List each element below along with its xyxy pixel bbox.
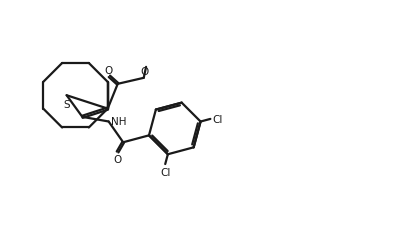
Text: Cl: Cl [160,167,171,177]
Text: Cl: Cl [212,114,223,124]
Text: NH: NH [111,116,126,126]
Text: O: O [140,67,149,77]
Text: S: S [64,100,71,109]
Text: O: O [113,155,121,164]
Text: O: O [105,66,113,76]
